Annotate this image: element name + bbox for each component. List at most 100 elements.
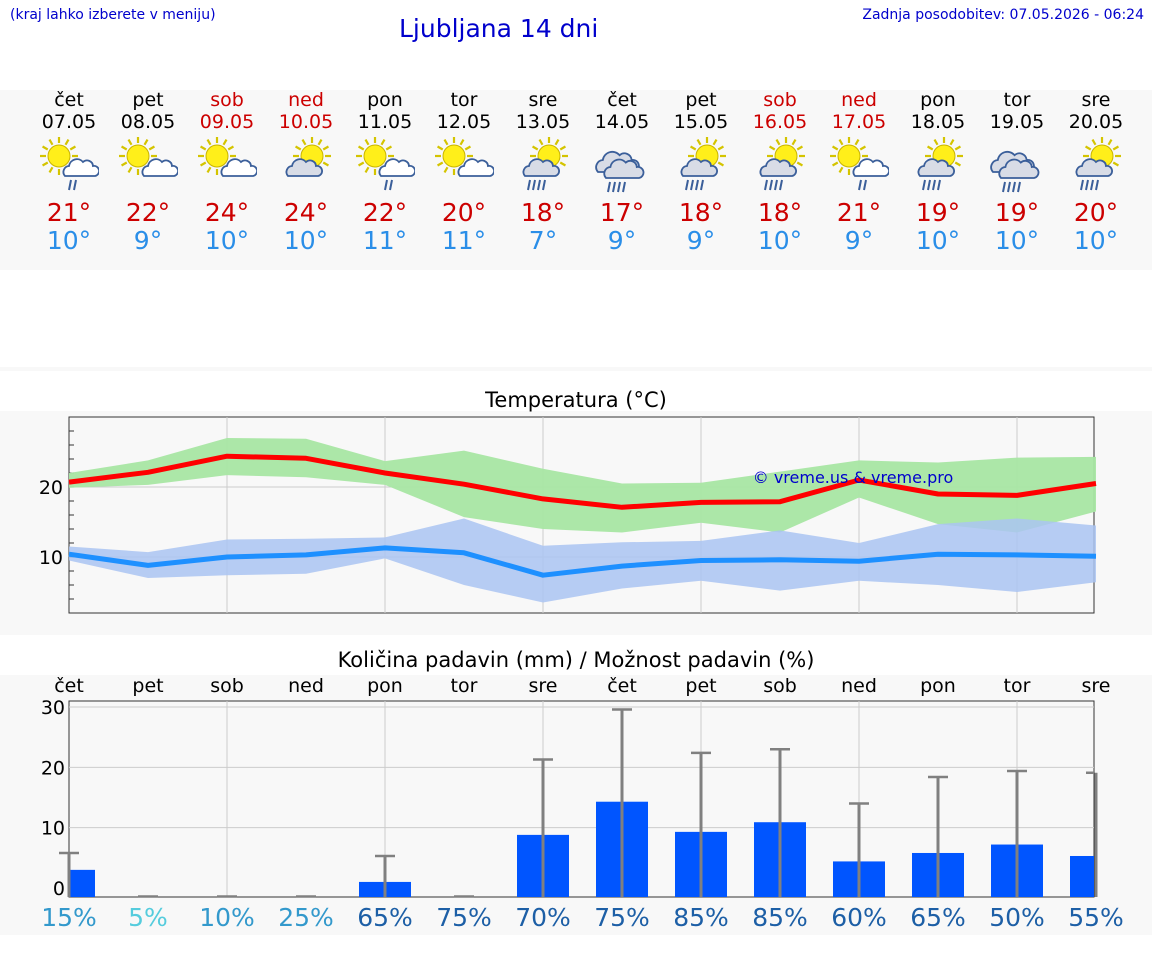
precip-day-label: tor [450,675,478,697]
page-title: Ljubljana 14 dni [399,14,599,43]
sun-cloud-rain-icon [356,137,415,191]
max-temp: 24° [283,198,329,227]
max-temp: 18° [678,198,724,227]
y-tick-label: 30 [41,697,65,719]
day-name: pet [685,89,717,111]
max-temp: 19° [994,198,1040,227]
sun-cloud-heavy-rain-icon [680,137,726,191]
max-temp: 21° [46,198,92,227]
location-hint: (kraj lahko izberete v meniju) [10,7,216,23]
precip-probability: 10% [199,903,255,932]
min-temp: 10° [757,226,803,255]
precip-probability: 15% [41,903,97,932]
temperature-chart: 10 20 © vreme.us & vreme.pro [39,416,1097,614]
min-temp-line [68,545,1097,578]
precip-day-label: tor [1003,675,1031,697]
day-name: čet [54,89,84,111]
precip-probability: 60% [831,903,887,932]
day-name: pet [132,89,164,111]
precip-probability: 75% [594,903,650,932]
sun-cloud-heavy-rain-icon [1075,137,1121,191]
day-date: 19.05 [989,111,1045,133]
precip-day-label: sob [763,675,797,697]
precip-day-label: čet [54,675,84,697]
day-date: 07.05 [41,111,97,133]
min-temp: 11° [441,226,487,255]
precip-day-label: sre [528,675,558,697]
min-temp: 10° [1073,226,1119,255]
precip-bar [69,869,95,897]
precip-day-label: pon [367,675,403,697]
max-temp-line [68,453,1097,510]
precip-day-label: ned [288,675,324,697]
day-name: sob [763,89,797,111]
min-temp: 9° [607,226,637,255]
precip-bar [1070,855,1094,897]
day-name: čet [607,89,637,111]
day-name: pon [367,89,403,111]
day-name: ned [288,89,324,111]
day-date: 11.05 [357,111,413,133]
max-temp: 19° [915,198,961,227]
day-name: sob [210,89,244,111]
sun-cloud-heavy-rain-icon [917,137,963,191]
day-date: 13.05 [515,111,571,133]
precip-day-label: pet [685,675,717,697]
precip-day-label: čet [607,675,637,697]
y-tick-label: 10 [39,547,63,569]
precip-probability: 70% [515,903,571,932]
day-date: 18.05 [910,111,966,133]
day-name: sre [528,89,558,111]
day-name: tor [450,89,478,111]
min-temp: 7° [528,226,558,255]
precip-day-label: ned [841,675,877,697]
min-temp: 10° [283,226,329,255]
temp-chart-title: Temperatura (°C) [485,388,667,412]
forecast-strip [0,90,1152,270]
precip-probability: 50% [989,903,1045,932]
y-tick-label: 20 [41,757,65,779]
cloud-sun-icon [285,137,331,177]
sun-cloud-heavy-rain-icon [522,137,568,191]
y-tick-label: 0 [53,878,65,900]
last-updated: Zadnja posodobitev: 07.05.2026 - 06:24 [862,7,1144,23]
precipitation-chart: 0 10 20 30 [41,697,1098,900]
min-temp: 10° [204,226,250,255]
sun-cloud-rain-icon [40,137,99,191]
day-date: 17.05 [831,111,887,133]
sun-cloud-icon [435,137,494,177]
precip-probability: 65% [357,903,413,932]
day-name: pon [920,89,956,111]
separator [0,367,1152,371]
max-temp: 20° [441,198,487,227]
precip-chart-title: Količina padavin (mm) / Možnost padavin … [337,648,815,672]
precip-day-label: pet [132,675,164,697]
precip-day-label: sre [1081,675,1111,697]
min-temp: 10° [994,226,1040,255]
day-date: 08.05 [120,111,176,133]
max-temp: 18° [520,198,566,227]
y-tick-label: 20 [39,477,63,499]
y-tick-label: 10 [41,818,65,840]
day-name: tor [1003,89,1031,111]
min-temp: 10° [915,226,961,255]
day-date: 14.05 [594,111,650,133]
precip-probability: 75% [436,903,492,932]
precip-probability: 55% [1068,903,1124,932]
cloud-heavy-rain-icon [990,150,1040,193]
precip-probability: 5% [128,903,168,932]
precip-day-label: pon [920,675,956,697]
cloud-heavy-rain-icon [595,150,645,193]
sun-cloud-icon [198,137,257,177]
sun-cloud-rain-icon [830,137,889,191]
min-temp: 9° [133,226,163,255]
min-temp: 10° [46,226,92,255]
max-temp: 20° [1073,198,1119,227]
sun-cloud-heavy-rain-icon [759,137,805,191]
max-temp: 24° [204,198,250,227]
max-temp: 22° [362,198,408,227]
max-temp: 21° [836,198,882,227]
watermark: © vreme.us & vreme.pro [753,468,954,487]
day-date: 15.05 [673,111,729,133]
max-temp: 17° [599,198,645,227]
